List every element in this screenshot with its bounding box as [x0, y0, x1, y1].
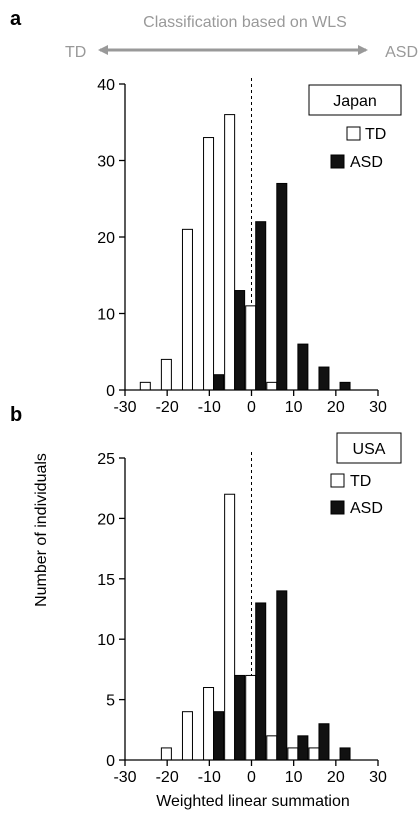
- x-tick-label: 20: [327, 399, 345, 416]
- bar-td-7: [287, 747, 299, 761]
- bar-td-5: [245, 674, 257, 761]
- bar-asd-6: [276, 590, 288, 761]
- panel-label-b: b: [10, 404, 22, 426]
- x-tick-label: 10: [285, 399, 303, 416]
- region-box-usa: [336, 432, 402, 464]
- bar-td-4: [224, 493, 236, 761]
- x-tick-label: -20: [156, 399, 179, 416]
- region-box-japan: [308, 84, 402, 116]
- panel-label-a: a: [10, 8, 22, 30]
- legend-asd-label: ASD: [350, 154, 383, 171]
- bar-asd-5: [255, 602, 267, 761]
- header-right-label: ASD: [385, 44, 418, 61]
- bar-td-6: [266, 381, 278, 391]
- bar-td-1: [160, 358, 172, 391]
- bar-td-5: [245, 305, 257, 391]
- bar-asd-5: [255, 221, 267, 391]
- bar-asd-8: [318, 366, 330, 391]
- bar-asd-9: [339, 381, 351, 391]
- bar-asd-7: [297, 735, 309, 761]
- y-tick-label: 15: [97, 572, 115, 589]
- y-tick-label: 0: [106, 383, 115, 400]
- x-axis-label: Weighted linear summation: [156, 793, 350, 810]
- bar-td-1: [160, 747, 172, 761]
- bar-td-4: [224, 114, 236, 391]
- legend-asd-swatch: [330, 154, 345, 169]
- bars-a: [139, 78, 351, 391]
- y-tick-label: 25: [97, 451, 115, 468]
- y-tick-label: 20: [97, 511, 115, 528]
- x-tick-label: 10: [285, 769, 303, 786]
- legend-asd-label-b: ASD: [350, 500, 383, 517]
- y-tick-label: 5: [106, 693, 115, 710]
- panel-b: b USA TD ASD 0 5 10 15 20 25 -30 -20 -10 0 10 20 30: [10, 404, 402, 786]
- bar-asd-3: [213, 374, 225, 391]
- x-tick-label: -10: [198, 399, 221, 416]
- bar-asd-7: [297, 343, 309, 391]
- region-label-japan: Japan: [333, 93, 377, 110]
- y-tick-label: 40: [97, 77, 115, 94]
- bar-td-6: [266, 735, 278, 761]
- legend-td-swatch-b: [330, 473, 345, 488]
- header-title: Classification based on WLS: [143, 14, 347, 31]
- bar-asd-4: [234, 290, 246, 391]
- axes-a: 0 10 20 30 40 -30 -20 -10 0 10 20 30: [97, 77, 387, 416]
- x-tick-label: 20: [327, 769, 345, 786]
- region-label-usa: USA: [353, 441, 386, 458]
- axes-b: 0 5 10 15 20 25 -30 -20 -10 0 10 20 30: [97, 451, 387, 786]
- legend-asd-swatch-b: [330, 500, 345, 515]
- bar-td-3: [203, 137, 215, 391]
- header-left-label: TD: [65, 44, 86, 61]
- legend-td-label: TD: [365, 126, 386, 143]
- x-tick-label: 0: [247, 769, 256, 786]
- y-tick-label: 0: [106, 753, 115, 770]
- y-tick-label: 10: [97, 632, 115, 649]
- bars-b: [160, 452, 351, 761]
- bar-asd-4: [234, 674, 246, 761]
- x-tick-label: 30: [369, 399, 387, 416]
- x-tick-label: 0: [247, 399, 256, 416]
- bar-td-2: [181, 711, 193, 761]
- y-tick-label: 10: [97, 307, 115, 324]
- bar-td-0: [139, 381, 151, 391]
- x-tick-label: 30: [369, 769, 387, 786]
- y-tick-label: 30: [97, 154, 115, 171]
- panel-a: a Japan TD ASD 0 10 20 30 40 -30 -20 -10 0 10 20 30: [10, 8, 402, 416]
- legend-td-label-b: TD: [350, 473, 371, 490]
- x-tick-label: -30: [113, 769, 136, 786]
- legend-td-swatch: [346, 126, 361, 141]
- x-tick-label: -10: [198, 769, 221, 786]
- y-axis-label: Number of individuals: [33, 453, 50, 607]
- bar-asd-8: [318, 723, 330, 761]
- bar-td-8: [308, 747, 320, 761]
- bar-asd-6: [276, 182, 288, 391]
- bar-asd-3: [213, 711, 225, 761]
- x-tick-label: -30: [113, 399, 136, 416]
- x-tick-label: -20: [156, 769, 179, 786]
- bar-td-3: [203, 687, 215, 761]
- y-tick-label: 20: [97, 230, 115, 247]
- bar-asd-9: [339, 747, 351, 761]
- bar-td-2: [181, 228, 193, 391]
